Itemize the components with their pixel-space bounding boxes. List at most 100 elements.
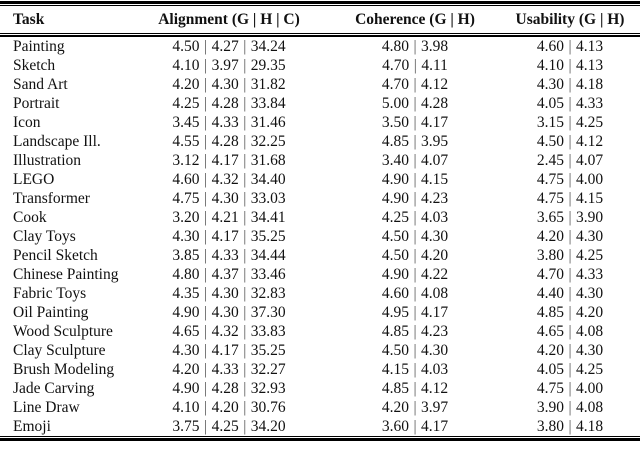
metric-value: 32.27 bbox=[250, 360, 286, 378]
metric-value: 2.45 bbox=[536, 151, 564, 169]
body-rows: Painting 4.50 | 4.27 | 34.24 4.80 | 3.98 4.60 |… bbox=[0, 37, 640, 436]
usability-cell: 4.10 | 4.13 bbox=[500, 56, 640, 75]
usability-cell: 2.45 | 4.07 bbox=[500, 151, 640, 170]
metric-value: 35.25 bbox=[250, 341, 286, 359]
metric-separator: | bbox=[203, 379, 208, 397]
metric-value: 3.50 bbox=[381, 113, 409, 131]
metric-separator: | bbox=[203, 56, 208, 74]
metric-value: 4.60 bbox=[172, 170, 200, 188]
metric-value: 34.40 bbox=[250, 170, 286, 188]
metric-separator: | bbox=[243, 37, 247, 55]
metric-value: 4.15 bbox=[381, 360, 409, 378]
metric-separator: | bbox=[203, 151, 208, 169]
metric-value: 3.97 bbox=[421, 398, 449, 416]
metric-separator: | bbox=[568, 246, 572, 264]
metric-value: 4.23 bbox=[421, 322, 449, 340]
alignment-cell: 4.60 | 4.32 | 34.40 bbox=[128, 170, 330, 189]
metric-separator: | bbox=[203, 94, 208, 112]
metric-separator: | bbox=[413, 398, 417, 416]
table-row: Chinese Painting 4.80 | 4.37 | 33.46 4.90 | 4.… bbox=[0, 265, 640, 284]
metric-separator: | bbox=[568, 379, 572, 397]
metric-value: 3.15 bbox=[536, 113, 564, 131]
metric-separator: | bbox=[243, 398, 247, 416]
column-header-task: Task bbox=[13, 10, 45, 28]
usability-cell: 3.15 | 4.25 bbox=[500, 113, 640, 132]
metric-separator: | bbox=[243, 94, 247, 112]
metric-value: 4.90 bbox=[381, 170, 409, 188]
metric-value: 4.65 bbox=[536, 322, 564, 340]
table-row: Clay Sculpture 4.30 | 4.17 | 35.25 4.50 | 4.30… bbox=[0, 341, 640, 360]
metric-value: 3.12 bbox=[172, 151, 200, 169]
usability-cell: 4.40 | 4.30 bbox=[500, 284, 640, 303]
metric-value: 4.32 bbox=[211, 322, 239, 340]
metric-separator: | bbox=[568, 94, 572, 112]
metric-value: 4.33 bbox=[576, 265, 604, 283]
metric-value: 32.83 bbox=[250, 284, 286, 302]
table-row: Clay Toys 4.30 | 4.17 | 35.25 4.50 | 4.30 4.20… bbox=[0, 227, 640, 246]
usability-cell: 3.80 | 4.18 bbox=[500, 417, 640, 436]
metric-value: 34.20 bbox=[250, 417, 286, 435]
task-cell: Line Draw bbox=[13, 398, 80, 416]
metric-value: 35.25 bbox=[250, 227, 286, 245]
metric-value: 4.50 bbox=[172, 37, 200, 55]
alignment-cell: 4.20 | 4.30 | 31.82 bbox=[128, 75, 330, 94]
metric-value: 4.37 bbox=[211, 265, 239, 283]
metric-value: 4.28 bbox=[211, 379, 239, 397]
coherence-cell: 5.00 | 4.28 bbox=[330, 94, 500, 113]
metric-separator: | bbox=[203, 341, 208, 359]
task-cell: Brush Modeling bbox=[13, 360, 115, 378]
alignment-cell: 3.75 | 4.25 | 34.20 bbox=[128, 417, 330, 436]
metric-value: 4.75 bbox=[536, 379, 564, 397]
metric-value: 4.30 bbox=[576, 227, 604, 245]
metric-separator: | bbox=[243, 265, 247, 283]
coherence-cell: 4.90 | 4.15 bbox=[330, 170, 500, 189]
metric-separator: | bbox=[203, 322, 208, 340]
metric-separator: | bbox=[243, 189, 247, 207]
metric-separator: | bbox=[413, 417, 417, 435]
metric-separator: | bbox=[243, 151, 247, 169]
metric-value: 4.70 bbox=[536, 265, 564, 283]
metric-value: 4.70 bbox=[382, 56, 410, 74]
task-cell: Wood Sculpture bbox=[13, 322, 113, 340]
metric-value: 4.21 bbox=[211, 208, 239, 226]
metric-value: 4.90 bbox=[381, 189, 409, 207]
metric-value: 4.20 bbox=[576, 303, 604, 321]
metric-separator: | bbox=[413, 56, 417, 74]
metric-value: 3.90 bbox=[576, 208, 604, 226]
metric-value: 4.13 bbox=[576, 37, 604, 55]
metric-value: 4.50 bbox=[536, 132, 564, 150]
metric-value: 4.00 bbox=[576, 170, 604, 188]
metric-separator: | bbox=[203, 37, 208, 55]
metric-value: 4.25 bbox=[172, 94, 200, 112]
metric-separator: | bbox=[203, 284, 208, 302]
metric-value: 4.90 bbox=[172, 303, 200, 321]
metric-value: 4.03 bbox=[421, 208, 449, 226]
metric-value: 4.30 bbox=[211, 189, 239, 207]
metric-value: 4.17 bbox=[211, 227, 239, 245]
table-row: Wood Sculpture 4.65 | 4.32 | 33.83 4.85 | 4.23… bbox=[0, 322, 640, 341]
metric-value: 3.80 bbox=[536, 417, 564, 435]
table-row: LEGO 4.60 | 4.32 | 34.40 4.90 | 4.15 4.75 | 4.00 bbox=[0, 170, 640, 189]
metric-separator: | bbox=[413, 170, 417, 188]
metric-value: 4.20 bbox=[172, 75, 200, 93]
metric-separator: | bbox=[568, 37, 572, 55]
usability-cell: 4.05 | 4.33 bbox=[500, 94, 640, 113]
usability-cell: 3.90 | 4.08 bbox=[500, 398, 640, 417]
metric-separator: | bbox=[243, 170, 247, 188]
usability-cell: 4.75 | 4.00 bbox=[500, 170, 640, 189]
metric-separator: | bbox=[413, 379, 417, 397]
metric-value: 4.33 bbox=[211, 246, 239, 264]
metric-value: 37.30 bbox=[250, 303, 286, 321]
usability-cell: 4.30 | 4.18 bbox=[500, 75, 640, 94]
metric-separator: | bbox=[243, 417, 247, 435]
alignment-cell: 3.12 | 4.17 | 31.68 bbox=[128, 151, 330, 170]
alignment-cell: 4.90 | 4.28 | 32.93 bbox=[128, 379, 330, 398]
alignment-cell: 4.10 | 3.97 | 29.35 bbox=[128, 56, 330, 75]
metric-value: 4.30 bbox=[172, 341, 200, 359]
metric-separator: | bbox=[568, 113, 572, 131]
table-row: Emoji 3.75 | 4.25 | 34.20 3.60 | 4.17 3.80 | 4.1… bbox=[0, 417, 640, 436]
metric-separator: | bbox=[203, 132, 208, 150]
metric-value: 4.90 bbox=[172, 379, 200, 397]
alignment-cell: 4.80 | 4.37 | 33.46 bbox=[128, 265, 330, 284]
